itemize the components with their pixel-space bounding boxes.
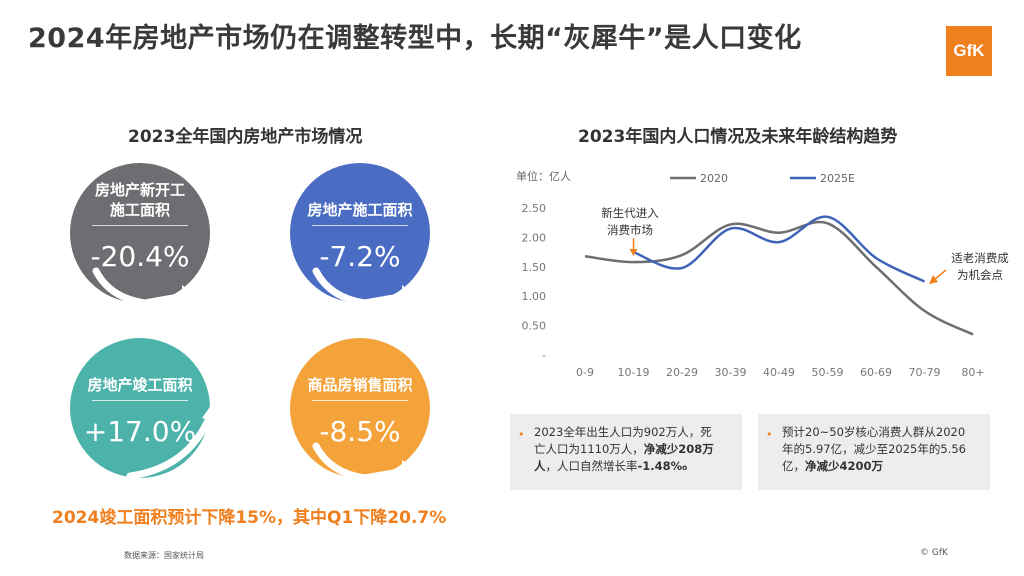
circle-value: -8.5% [319,415,401,448]
x-tick-label: 20-29 [666,366,698,379]
note-bold3: 净减少4200万 [805,459,884,473]
note-line2: 年的5.97亿，减少至2025年的5.56 [782,442,966,456]
x-tick-label: 0-9 [576,366,594,379]
arrow-arc-icon [126,404,218,480]
circle-title-line1: 房地产施工面积 [307,201,413,219]
note-line1: 预计20~50岁核心消费人群从2020 [782,425,966,439]
y-tick-label: 1.00 [522,290,547,303]
copyright: © GfK [920,548,948,558]
note-box-consumers: • 预计20~50岁核心消费人群从2020 年的5.97亿，减少至2025年的5… [758,414,990,490]
forecast-text: 2024竣工面积预计下降15%，其中Q1下降20.7% [52,508,447,528]
circle-title-line1: 房地产新开工 [94,181,185,199]
annotation-line2: 消费市场 [607,223,653,237]
circle-value: +17.0% [83,415,197,448]
circle-divider [312,225,408,226]
annotation-arrowhead-icon [929,275,938,284]
x-tick-label: 40-49 [763,366,795,379]
y-tick-label: 2.00 [522,231,547,244]
circle-new-construction: 房地产新开工 施工面积 -20.4% [70,163,220,313]
arrow-arc-icon [92,267,196,307]
circle-construction: 房地产施工面积 -7.2% [290,163,440,313]
arrow-arc-icon [312,267,416,307]
note-text: 2023全年出生人口为902万人，死 亡人口为1110万人，净减少208万 人，… [534,424,714,475]
x-tick-label: 30-39 [715,366,747,379]
x-tick-label: 70-79 [909,366,941,379]
population-line-chart: 单位：亿人 2020 2025E - 0.50 1.00 1.50 2.00 2.50 0-… [516,169,1009,379]
x-tick-label: 60-69 [860,366,892,379]
annotation-line2: 为机会点 [957,268,1003,282]
circle-title-line1: 商品房销售面积 [307,376,413,394]
circle-divider [312,400,408,401]
note-line2: 亡人口为1110万人， [534,442,644,456]
left-subtitle: 2023全年国内房地产市场情况 [128,127,363,147]
y-axis-label: 单位：亿人 [516,169,571,183]
y-tick-label: - [542,349,546,362]
data-source: 数据来源：国家统计局 [124,551,204,560]
page-title: 2024年房地产市场仍在调整转型中，长期“灰犀牛”是人口变化 [28,23,802,54]
annotation-arrowhead-icon [629,249,638,256]
chart-title: 2023年国内人口情况及未来年龄结构趋势 [578,127,898,147]
note-bold2: 净减少208万 [643,442,714,456]
circle-sales: 商品房销售面积 -8.5% [290,338,440,488]
note-bold3: -1.48‰ [637,459,688,473]
annotation-line1: 新生代进入 [601,206,659,220]
circle-title-line2: 施工面积 [109,201,170,219]
note-line1: 2023全年出生人口为902万人，死 [534,425,712,439]
x-tick-label: 50-59 [812,366,844,379]
circle-bg [290,163,430,303]
series-line-2020 [584,220,974,336]
legend-label-2020: 2020 [700,172,728,185]
note-bold3a: 人 [534,459,546,473]
arrow-arc-icon [312,442,416,482]
bullet-icon: • [766,428,773,441]
circle-bg [70,163,210,303]
circle-value: -7.2% [319,240,401,273]
note-text: 预计20~50岁核心消费人群从2020 年的5.97亿，减少至2025年的5.5… [782,424,966,475]
x-ticks: 0-9 10-19 20-29 30-39 40-49 50-59 60-69 70-79 80… [576,366,985,379]
circle-bg [290,338,430,478]
circle-title-line1: 房地产竣工面积 [87,376,193,394]
annotation-line1: 适老消费成 [951,251,1009,265]
circle-divider [92,225,188,226]
gfk-logo: GfK [946,26,992,76]
legend-label-2025E: 2025E [820,172,855,185]
series-line-2025E [633,215,926,283]
y-tick-label: 2.50 [522,202,547,215]
x-tick-label: 10-19 [618,366,650,379]
annotation-arrow-icon [933,269,947,281]
y-tick-label: 1.50 [522,261,547,274]
y-tick-label: 0.50 [522,320,547,333]
y-ticks: - 0.50 1.00 1.50 2.00 2.50 [522,202,547,362]
series-lines [584,215,974,336]
circle-divider [92,400,188,401]
note-box-births: • 2023全年出生人口为902万人，死 亡人口为1110万人，净减少208万 … [510,414,742,490]
legend: 2020 2025E [670,172,855,185]
bullet-icon: • [518,428,525,441]
note-line3: ，人口自然增长率 [545,459,638,473]
circle-completed: 房地产竣工面积 +17.0% [70,338,220,488]
circle-value: -20.4% [90,240,190,273]
note-line3: 亿， [782,459,805,473]
x-tick-label: 80+ [961,366,984,379]
